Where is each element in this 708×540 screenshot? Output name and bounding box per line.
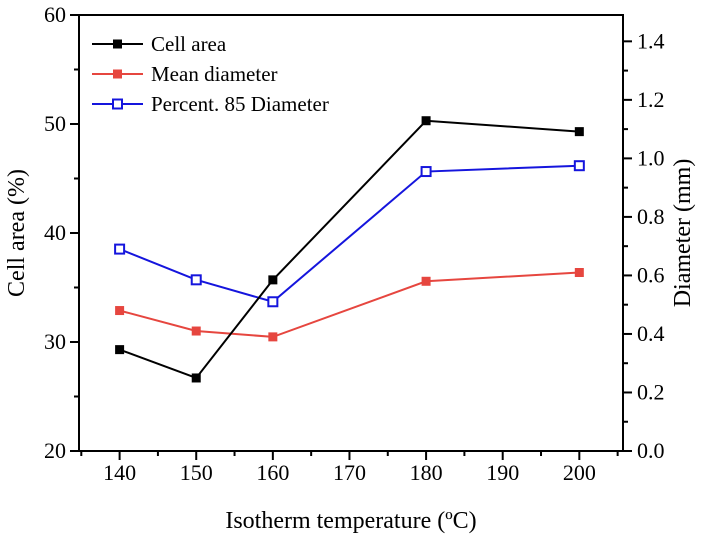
- left-tick-label: 50: [44, 111, 66, 136]
- marker-filled-square: [268, 332, 278, 342]
- marker-filled-square: [191, 373, 201, 383]
- left-tick-label: 60: [44, 2, 66, 27]
- marker-filled-square: [115, 306, 125, 316]
- right-tick-label: 0.8: [637, 204, 665, 229]
- right-tick-label: 0.2: [637, 379, 665, 404]
- marker-filled-square-legend: [113, 39, 122, 49]
- series-cell-area: [115, 116, 584, 383]
- marker-filled-square: [574, 268, 584, 278]
- x-tick-label: 150: [180, 460, 213, 485]
- legend-label: Cell area: [151, 32, 227, 56]
- series-line: [119, 119, 580, 380]
- x-axis-title: Isotherm temperature (ºC): [225, 508, 476, 534]
- x-tick-label: 170: [333, 460, 366, 485]
- marker-filled-square: [115, 345, 125, 355]
- marker-filled-square: [421, 276, 431, 286]
- x-tick-label: 190: [486, 460, 519, 485]
- right-tick-label: 1.0: [637, 145, 665, 170]
- marker-filled-square: [421, 116, 431, 126]
- series-line: [119, 164, 580, 303]
- x-tick-label: 180: [410, 460, 443, 485]
- marker-filled-square: [574, 127, 584, 137]
- right-tick-label: 0.4: [637, 321, 665, 346]
- legend-item-mean-diameter: Mean diameter: [92, 62, 278, 86]
- marker-open-square: [573, 160, 585, 172]
- marker-open-square: [190, 274, 202, 286]
- series-line: [119, 271, 580, 338]
- right-axis-title: Diameter (mm): [670, 159, 696, 308]
- series-mean-diameter: [115, 268, 584, 342]
- series-percent-85-diameter: [114, 160, 585, 308]
- legend-item-percent-85-diameter: Percent. 85 Diameter: [92, 92, 329, 116]
- x-tick-label: 200: [563, 460, 596, 485]
- right-tick-label: 0.6: [637, 262, 665, 287]
- right-tick-label: 1.2: [637, 87, 665, 112]
- legend-label: Mean diameter: [151, 62, 278, 86]
- right-tick-label: 1.4: [637, 28, 665, 53]
- marker-open-square: [114, 243, 126, 255]
- marker-open-square-legend: [112, 98, 123, 110]
- left-tick-label: 40: [44, 220, 66, 245]
- x-tick-label: 160: [256, 460, 289, 485]
- x-tick-label: 140: [103, 460, 136, 485]
- marker-filled-square: [191, 326, 201, 336]
- marker-filled-square: [268, 275, 278, 285]
- legend: Cell area Mean diameter Percent. 85 Diamet…: [92, 32, 329, 116]
- right-tick-label: 0.0: [637, 438, 665, 463]
- marker-filled-square-legend: [113, 69, 122, 79]
- marker-open-square: [267, 296, 279, 308]
- left-tick-label: 30: [44, 329, 66, 354]
- legend-label: Percent. 85 Diameter: [151, 92, 329, 116]
- left-axis-title: Cell area (%): [4, 169, 30, 297]
- marker-open-square: [420, 166, 432, 178]
- legend-item-cell-area: Cell area: [92, 32, 227, 56]
- left-tick-label: 20: [44, 438, 66, 463]
